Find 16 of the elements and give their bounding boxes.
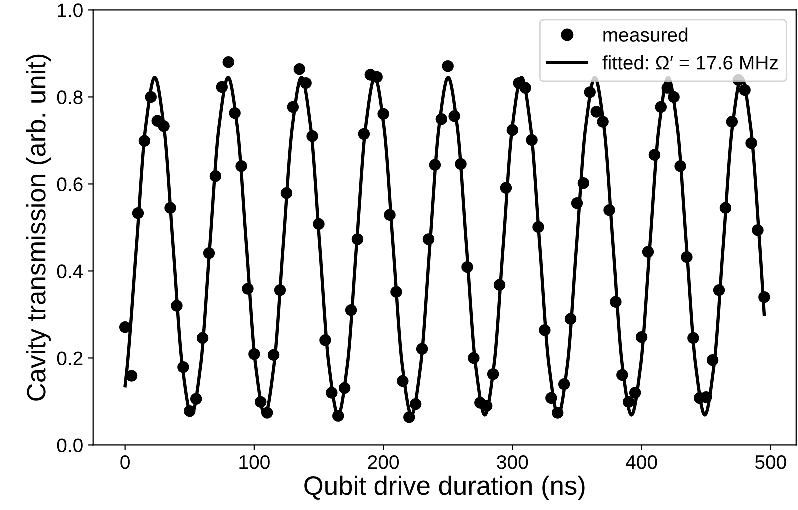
x-tick-label: 100 bbox=[240, 455, 270, 470]
x-tick-label: 200 bbox=[368, 455, 400, 470]
x-tick-label: 300 bbox=[497, 455, 528, 470]
y-axis-title: Cavity transmission (arb. unit) bbox=[26, 54, 52, 401]
y-tick-label: 0.6 bbox=[57, 178, 83, 192]
legend-label: fitted: Ω′ = 17.6 MHz bbox=[602, 56, 778, 70]
y-tick-label: 0.4 bbox=[57, 264, 84, 278]
x-tick-label: 0 bbox=[120, 455, 130, 470]
x-axis-title: Qubit drive duration (ns) bbox=[304, 476, 585, 500]
y-tick-label: 0.2 bbox=[57, 352, 83, 366]
x-tick-label: 500 bbox=[755, 455, 786, 470]
y-tick-label: 0.0 bbox=[57, 438, 83, 452]
x-tick-label: 400 bbox=[626, 455, 658, 470]
y-tick-label: 0.8 bbox=[57, 90, 83, 104]
legend-label: measured bbox=[604, 28, 688, 42]
y-tick-label: 1.0 bbox=[58, 4, 83, 18]
